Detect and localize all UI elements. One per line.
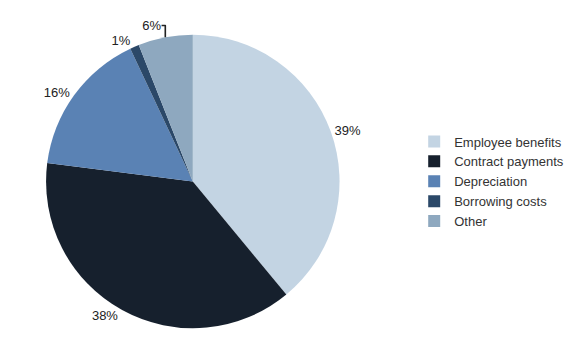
svg-text:Other: Other xyxy=(454,214,487,229)
svg-text:Employee benefits: Employee benefits xyxy=(454,135,561,150)
svg-text:38%: 38% xyxy=(92,308,118,323)
svg-text:6%: 6% xyxy=(142,18,161,33)
svg-text:Contract payments: Contract payments xyxy=(454,154,564,169)
svg-text:39%: 39% xyxy=(335,123,361,138)
svg-text:16%: 16% xyxy=(44,85,70,100)
svg-text:Depreciation: Depreciation xyxy=(454,174,527,189)
svg-text:Borrowing costs: Borrowing costs xyxy=(454,194,547,209)
svg-text:1%: 1% xyxy=(112,33,131,48)
